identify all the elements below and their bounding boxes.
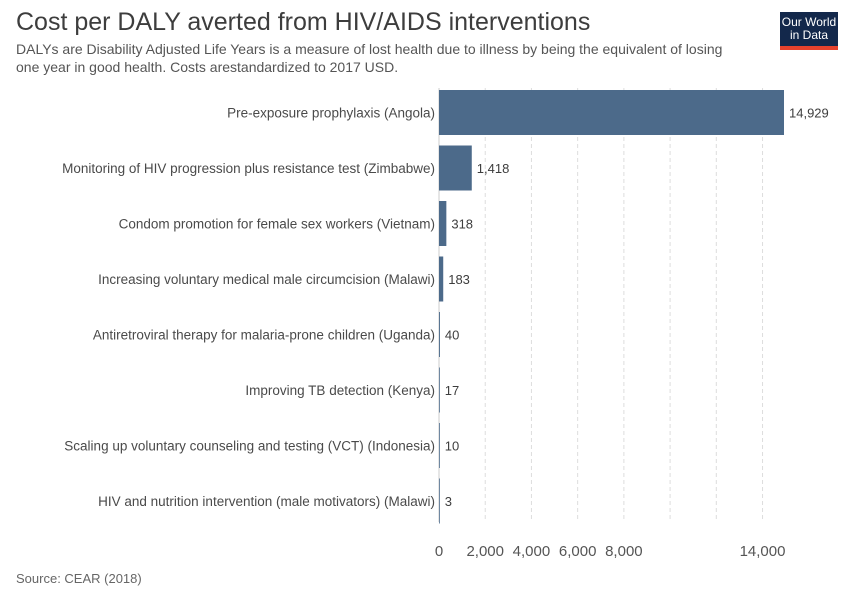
- value-label: 40: [445, 328, 459, 343]
- x-tick-label: 8,000: [605, 543, 643, 560]
- x-tick-label: 6,000: [559, 543, 597, 560]
- chart-subtitle: DALYs are Disability Adjusted Life Years…: [16, 41, 723, 75]
- value-label: 183: [448, 272, 470, 287]
- value-label: 10: [445, 439, 459, 454]
- x-tick-label: 0: [435, 543, 443, 560]
- category-label: HIV and nutrition intervention (male mot…: [98, 494, 435, 509]
- value-label: 1,418: [477, 161, 510, 176]
- category-label: Increasing voluntary medical male circum…: [98, 272, 435, 287]
- value-label: 3: [445, 494, 452, 509]
- bar[interactable]: [439, 423, 440, 468]
- bar[interactable]: [439, 145, 472, 191]
- category-label: Pre-exposure prophylaxis (Angola): [227, 106, 435, 121]
- x-tick-label: 2,000: [466, 543, 504, 560]
- category-label: Scaling up voluntary counseling and test…: [64, 439, 435, 454]
- logo-line-1: Our World: [781, 15, 837, 29]
- value-label: 17: [445, 383, 459, 398]
- owid-logo[interactable]: Our World in Data: [780, 12, 838, 50]
- bar[interactable]: [439, 201, 447, 246]
- logo-line-2: in Data: [789, 28, 829, 42]
- bar[interactable]: [439, 478, 440, 524]
- value-label: 318: [451, 217, 473, 232]
- bar[interactable]: [439, 256, 444, 302]
- x-tick-label: 4,000: [513, 543, 551, 560]
- chart-title: Cost per DALY averted from HIV/AIDS inte…: [16, 8, 591, 36]
- bar[interactable]: [439, 367, 440, 413]
- category-label: Antiretroviral therapy for malaria-prone…: [93, 328, 435, 343]
- x-tick-label: 14,000: [740, 543, 786, 560]
- bar[interactable]: [439, 312, 440, 357]
- category-label: Condom promotion for female sex workers …: [119, 217, 435, 232]
- category-label: Monitoring of HIV progression plus resis…: [62, 161, 435, 176]
- source-note[interactable]: Source: CEAR (2018): [16, 571, 142, 586]
- bar[interactable]: [439, 90, 784, 135]
- value-label: 14,929: [789, 106, 829, 121]
- category-label: Improving TB detection (Kenya): [245, 383, 435, 398]
